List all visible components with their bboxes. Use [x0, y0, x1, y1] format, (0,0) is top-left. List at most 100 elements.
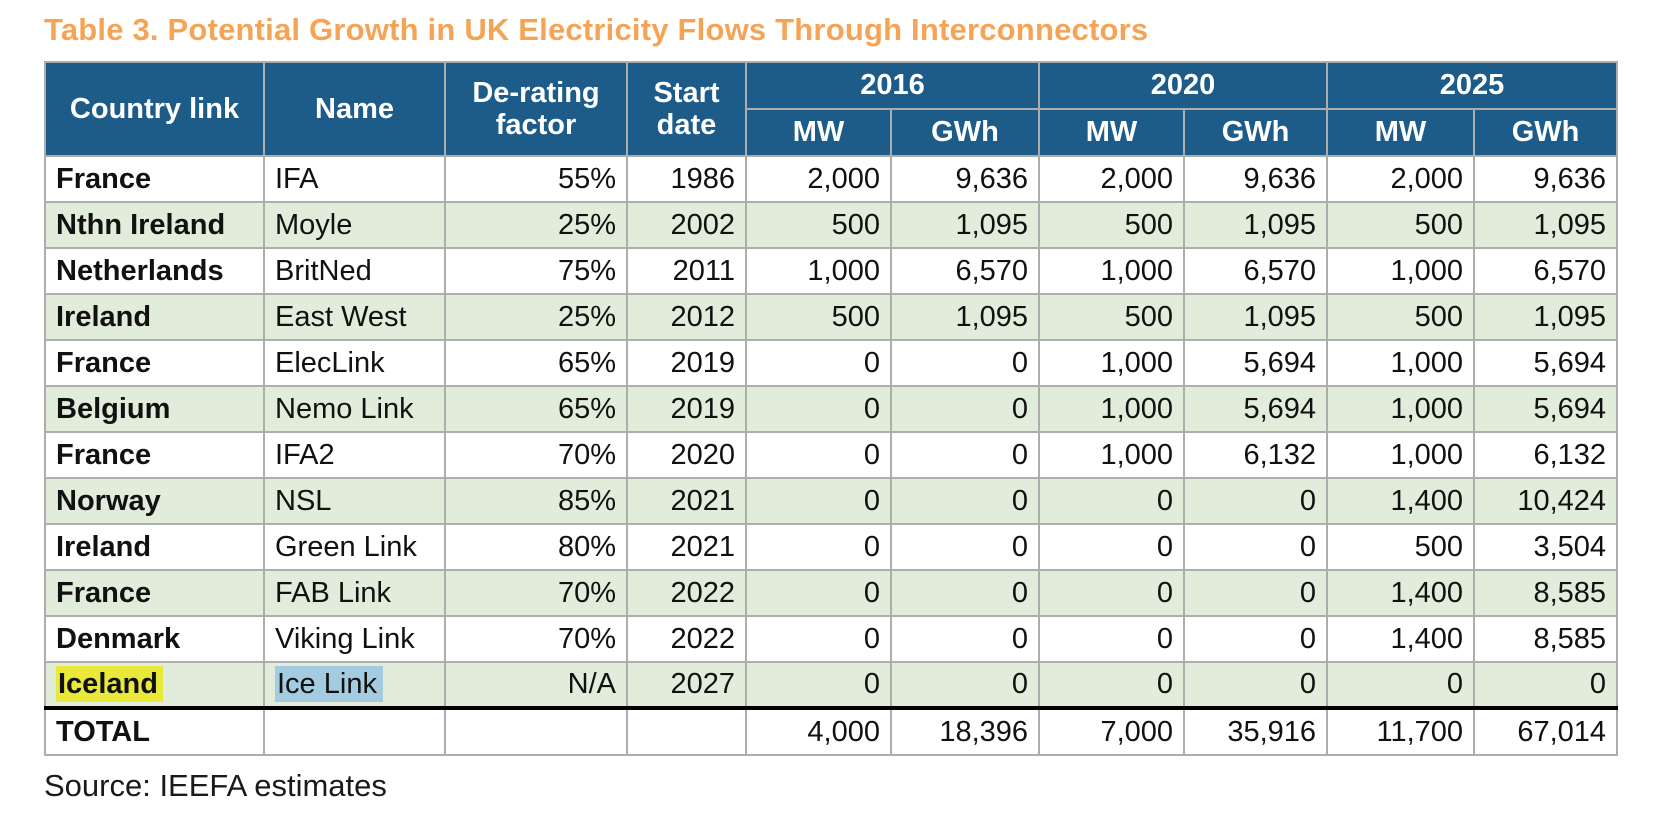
cell-gwh-2020: 5,694	[1183, 339, 1329, 387]
cell-country: Belgium	[44, 385, 265, 433]
cell-mw-2020: 0	[1038, 523, 1186, 571]
cell-derating: N/A	[444, 661, 628, 709]
cell-name: ElecLink	[263, 339, 446, 387]
cell-gwh-2020: 0	[1183, 523, 1329, 571]
cell-gwh-2016: 0	[889, 523, 1041, 571]
cell-name: IFA2	[263, 431, 446, 479]
cell-mw-2020: 1,000	[1038, 339, 1186, 387]
cell-start-date: 2027	[626, 661, 747, 709]
cell-gwh-2025: 3,504	[1473, 523, 1619, 571]
table-footer: TOTAL 4,000 18,396 7,000 35,916 11,700 6…	[44, 706, 1619, 756]
cell-gwh-2025: 1,095	[1473, 201, 1619, 249]
cell-start-date: 2022	[626, 569, 747, 617]
cell-gwh-2016: 0	[889, 569, 1041, 617]
cell-country: Netherlands	[44, 247, 265, 295]
cell-start-date: 2011	[626, 247, 747, 295]
cell-mw-2016: 0	[745, 477, 892, 525]
cell-mw-2020: 1,000	[1038, 431, 1186, 479]
cell-gwh-2020: 0	[1183, 569, 1329, 617]
cell-gwh-2016: 0	[889, 615, 1041, 663]
cell-gwh-2025: 9,636	[1473, 155, 1619, 203]
cell-gwh-2025: 8,585	[1473, 569, 1619, 617]
cell-total-gwh-2016: 18,396	[889, 706, 1041, 756]
cell-mw-2016: 0	[745, 661, 892, 709]
cell-mw-2020: 0	[1038, 615, 1186, 663]
table-row: France ElecLink 65% 2019 0 0 1,000 5,694…	[44, 339, 1619, 387]
highlight-yellow: Iceland	[56, 666, 163, 703]
cell-gwh-2025: 0	[1473, 661, 1619, 709]
header-gwh-2016: GWh	[889, 108, 1041, 157]
cell-gwh-2025: 6,132	[1473, 431, 1619, 479]
header-year-2025: 2025	[1326, 61, 1619, 110]
cell-name: IFA	[263, 155, 446, 203]
cell-total-gwh-2020: 35,916	[1183, 706, 1329, 756]
table-header: Country link Name De-rating factor Start…	[44, 61, 1619, 157]
header-gwh-2025: GWh	[1473, 108, 1619, 157]
cell-empty	[626, 706, 747, 756]
cell-derating: 65%	[444, 339, 628, 387]
table-row: Ireland Green Link 80% 2021 0 0 0 0 500 …	[44, 523, 1619, 571]
cell-name: Ice Link	[263, 661, 446, 709]
cell-country: Nthn Ireland	[44, 201, 265, 249]
header-derating-factor: De-rating factor	[444, 61, 628, 157]
header-mw-2016: MW	[745, 108, 892, 157]
cell-mw-2020: 2,000	[1038, 155, 1186, 203]
cell-mw-2025: 1,000	[1326, 339, 1476, 387]
highlight-blue: Ice Link	[275, 666, 383, 703]
cell-gwh-2016: 0	[889, 661, 1041, 709]
cell-name: NSL	[263, 477, 446, 525]
cell-gwh-2016: 1,095	[889, 293, 1041, 341]
cell-start-date: 2020	[626, 431, 747, 479]
cell-gwh-2025: 8,585	[1473, 615, 1619, 663]
cell-country: France	[44, 155, 265, 203]
cell-mw-2020: 1,000	[1038, 385, 1186, 433]
cell-derating: 70%	[444, 431, 628, 479]
cell-mw-2025: 1,000	[1326, 431, 1476, 479]
cell-derating: 80%	[444, 523, 628, 571]
cell-start-date: 2002	[626, 201, 747, 249]
header-mw-2025: MW	[1326, 108, 1476, 157]
cell-gwh-2020: 1,095	[1183, 201, 1329, 249]
cell-mw-2016: 0	[745, 523, 892, 571]
cell-mw-2020: 0	[1038, 569, 1186, 617]
cell-derating: 70%	[444, 615, 628, 663]
cell-mw-2020: 0	[1038, 661, 1186, 709]
table-row: Belgium Nemo Link 65% 2019 0 0 1,000 5,6…	[44, 385, 1619, 433]
cell-mw-2025: 0	[1326, 661, 1476, 709]
cell-derating: 70%	[444, 569, 628, 617]
table-row: Netherlands BritNed 75% 2011 1,000 6,570…	[44, 247, 1619, 295]
cell-mw-2020: 500	[1038, 293, 1186, 341]
header-year-2020: 2020	[1038, 61, 1329, 110]
cell-mw-2016: 0	[745, 569, 892, 617]
document-page: Table 3. Potential Growth in UK Electric…	[0, 12, 1656, 828]
cell-gwh-2016: 0	[889, 339, 1041, 387]
cell-gwh-2020: 5,694	[1183, 385, 1329, 433]
cell-start-date: 2021	[626, 477, 747, 525]
cell-total-mw-2025: 11,700	[1326, 706, 1476, 756]
cell-derating: 85%	[444, 477, 628, 525]
cell-country: France	[44, 339, 265, 387]
table-row: Denmark Viking Link 70% 2022 0 0 0 0 1,4…	[44, 615, 1619, 663]
cell-name: Viking Link	[263, 615, 446, 663]
cell-gwh-2016: 0	[889, 477, 1041, 525]
cell-start-date: 2021	[626, 523, 747, 571]
cell-mw-2025: 1,400	[1326, 569, 1476, 617]
header-start-date: Start date	[626, 61, 747, 157]
cell-mw-2016: 500	[745, 293, 892, 341]
cell-mw-2025: 500	[1326, 523, 1476, 571]
cell-mw-2025: 500	[1326, 293, 1476, 341]
cell-mw-2025: 1,400	[1326, 615, 1476, 663]
cell-country: France	[44, 569, 265, 617]
cell-country: Ireland	[44, 293, 265, 341]
cell-start-date: 2019	[626, 339, 747, 387]
cell-start-date: 2012	[626, 293, 747, 341]
cell-total-mw-2020: 7,000	[1038, 706, 1186, 756]
cell-mw-2016: 500	[745, 201, 892, 249]
cell-gwh-2025: 5,694	[1473, 385, 1619, 433]
cell-gwh-2020: 1,095	[1183, 293, 1329, 341]
cell-total-gwh-2025: 67,014	[1473, 706, 1619, 756]
header-year-2016: 2016	[744, 61, 1041, 110]
cell-mw-2025: 1,000	[1326, 247, 1476, 295]
cell-name: BritNed	[263, 247, 446, 295]
cell-country: Iceland	[44, 661, 265, 709]
